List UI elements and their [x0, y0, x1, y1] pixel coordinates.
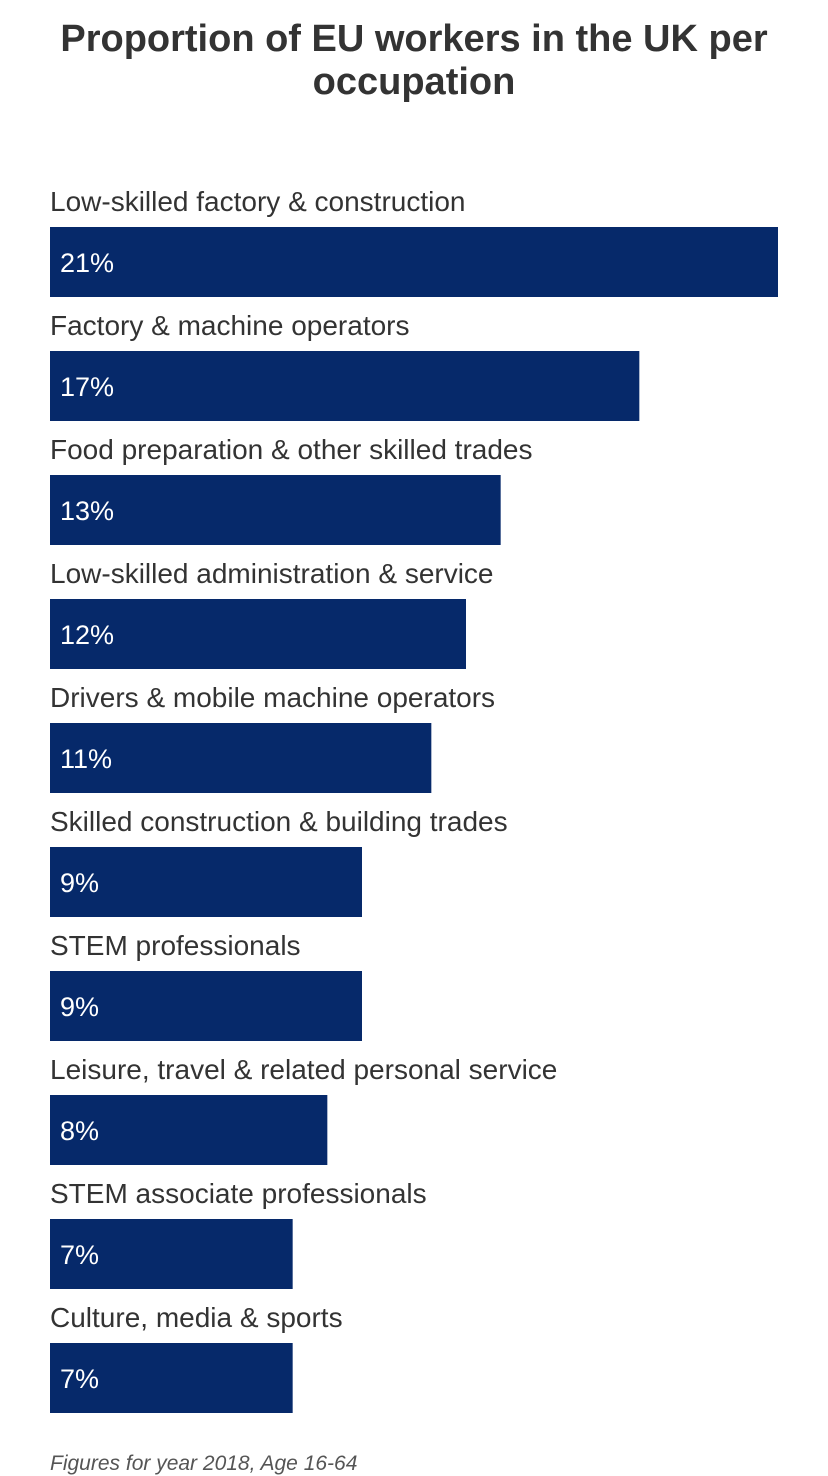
bar — [50, 971, 362, 1041]
category-label: STEM associate professionals — [50, 1178, 427, 1209]
bar — [50, 1219, 293, 1289]
bar — [50, 1095, 328, 1165]
bar — [50, 599, 466, 669]
chart-title: Proportion of EU workers in the UK per o… — [60, 18, 768, 103]
category-label: Food preparation & other skilled trades — [50, 434, 533, 465]
bar-chart: Low-skilled factory & construction 21% Fac… — [50, 186, 778, 1413]
bar — [50, 475, 501, 545]
value-label: 7% — [60, 1240, 99, 1270]
value-label: 7% — [60, 1364, 99, 1394]
category-label: Culture, media & sports — [50, 1302, 343, 1333]
value-label: 9% — [60, 868, 99, 898]
bar — [50, 351, 640, 421]
value-label: 21% — [60, 248, 114, 278]
category-label: Low-skilled administration & service — [50, 558, 494, 589]
category-label: STEM professionals — [50, 930, 301, 961]
value-label: 9% — [60, 992, 99, 1022]
bar — [50, 227, 778, 297]
category-label: Leisure, travel & related personal servi… — [50, 1054, 557, 1085]
category-label: Low-skilled factory & construction — [50, 186, 466, 217]
value-label: 17% — [60, 372, 114, 402]
bar — [50, 1343, 293, 1413]
category-label: Factory & machine operators — [50, 310, 410, 341]
category-label: Skilled construction & building trades — [50, 806, 508, 837]
value-label: 13% — [60, 496, 114, 526]
category-label: Drivers & mobile machine operators — [50, 682, 495, 713]
bar — [50, 847, 362, 917]
value-label: 11% — [60, 744, 112, 774]
value-label: 8% — [60, 1116, 99, 1146]
bar — [50, 723, 432, 793]
value-label: 12% — [60, 620, 114, 650]
footnote: Figures for year 2018, Age 16-64 — [50, 1452, 358, 1475]
